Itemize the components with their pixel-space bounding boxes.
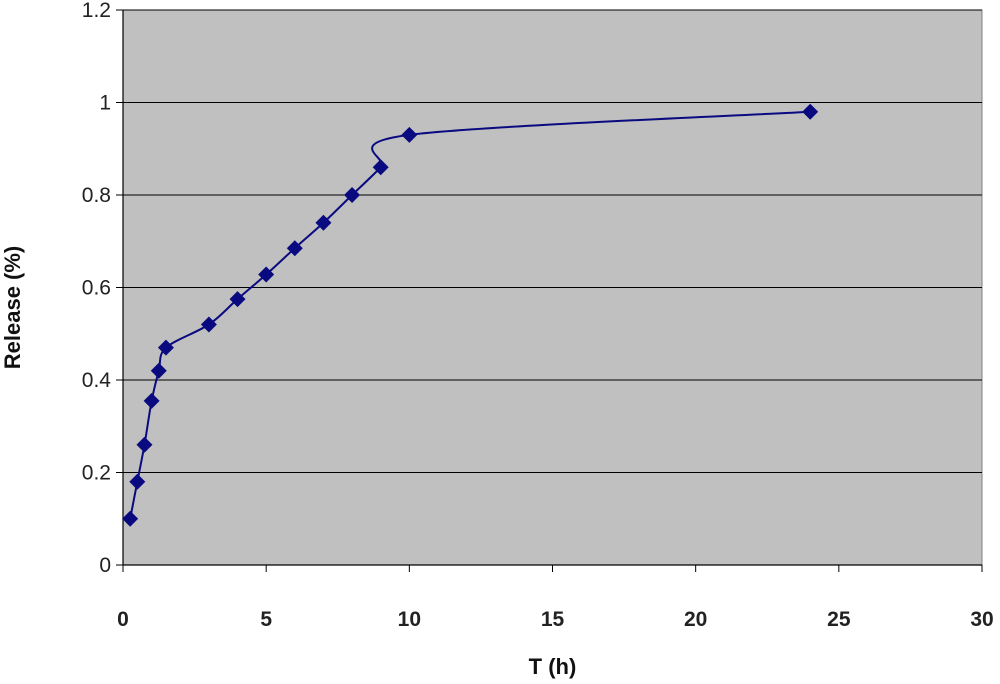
data-point-marker [122, 510, 139, 527]
tick-labels: 0 0.2 0.4 0.6 0.8 1 1.2 0 5 10 15 20 25 30 [82, 0, 994, 631]
data-point-marker [129, 473, 146, 490]
y-tick-label: 0.2 [82, 462, 111, 485]
data-point-marker [401, 126, 418, 143]
x-tick-label: 20 [684, 608, 707, 631]
x-tick-label: 30 [970, 608, 993, 631]
data-point-marker [802, 103, 819, 120]
y-tick-label: 1 [99, 92, 111, 115]
data-point-marker [315, 214, 332, 231]
data-point-marker [372, 159, 389, 176]
x-tick-label: 25 [827, 608, 851, 631]
series-release [122, 103, 819, 527]
x-tick-label: 0 [117, 608, 129, 631]
y-axis-title: Release (%) [0, 246, 25, 370]
data-point-marker [143, 392, 160, 409]
data-point-marker [200, 316, 217, 333]
x-tick-label: 5 [260, 608, 272, 631]
y-tick-label: 0.4 [82, 369, 112, 392]
x-tick-label: 15 [541, 608, 565, 631]
data-point-marker [229, 291, 246, 308]
axes [116, 9, 983, 572]
data-point-marker [258, 266, 275, 283]
data-point-marker [286, 240, 303, 257]
data-point-marker [150, 362, 167, 379]
x-axis-title: T (h) [529, 654, 577, 679]
y-tick-label: 0.8 [82, 184, 111, 207]
x-tick-label: 10 [398, 608, 421, 631]
y-tick-label: 1.2 [82, 0, 111, 22]
y-tick-label: 0 [99, 554, 111, 577]
y-tick-label: 0.6 [82, 277, 111, 300]
data-point-marker [136, 436, 153, 453]
gridlines [123, 9, 982, 473]
data-point-marker [157, 339, 174, 356]
data-point-marker [344, 187, 361, 203]
